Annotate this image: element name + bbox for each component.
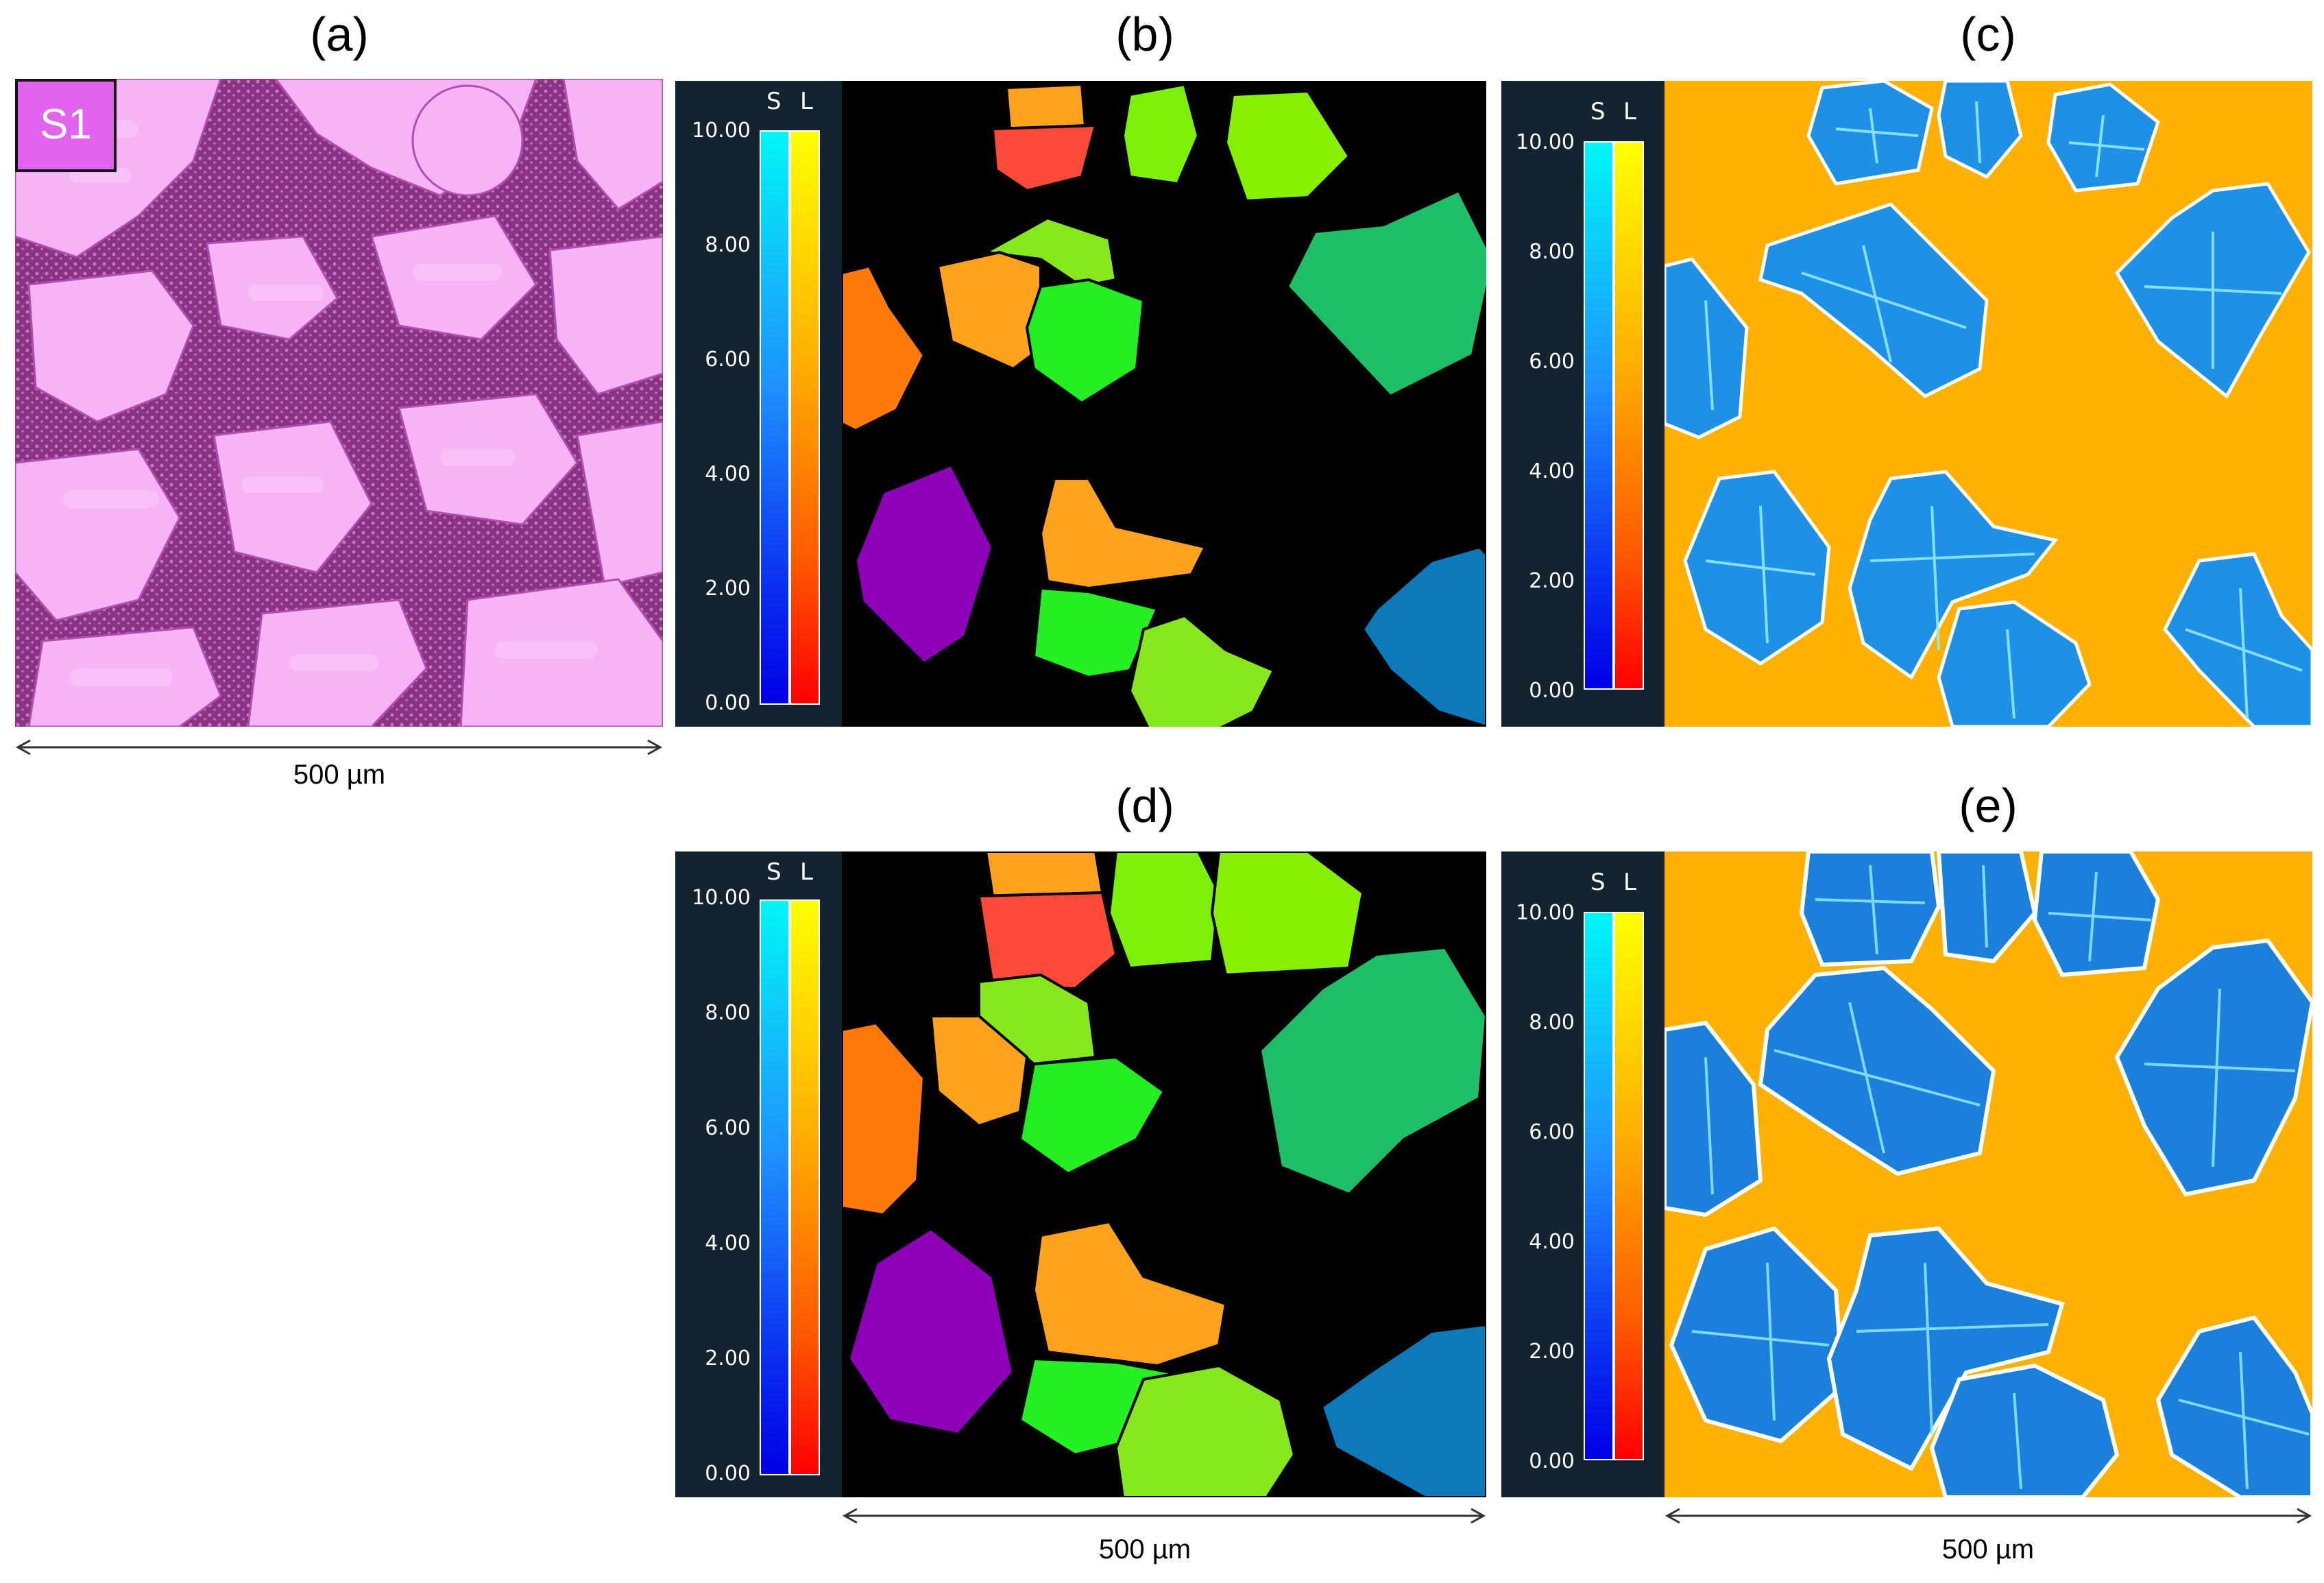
liquid-colorbar (1614, 141, 1644, 690)
scale-label-a: 500 µm (293, 760, 386, 790)
scale-bar-e (1665, 1506, 2312, 1526)
tick-label: 8.00 (1529, 240, 1575, 264)
tick-label: 10.00 (1516, 130, 1575, 154)
tick-label: 4.00 (1529, 459, 1575, 483)
colorbar-legend-b: S L 10.00 8.00 6.00 4.00 2.00 0.00 (675, 81, 842, 727)
liquid-colorbar (790, 130, 820, 705)
sample-badge: S1 (15, 79, 117, 172)
solid-colorbar (1584, 141, 1614, 690)
phase-field-map-e (1665, 851, 2312, 1497)
tick-label: 0.00 (705, 691, 751, 715)
tick-label: 10.00 (692, 119, 751, 143)
tick-label: 6.00 (705, 1116, 751, 1140)
grain-map-d (842, 851, 1486, 1497)
legend-l-label: L (800, 858, 813, 886)
phase-field-map-c (1665, 81, 2312, 727)
colorbar-legend-d: S L 10.00 8.00 6.00 4.00 2.00 0.00 (675, 851, 842, 1497)
tick-label: 8.00 (705, 1001, 751, 1025)
panel-a-label: (a) (310, 8, 369, 61)
legend-s-label: S (1590, 869, 1606, 896)
tick-label: 10.00 (692, 886, 751, 910)
liquid-colorbar (1614, 912, 1644, 1460)
legend-l-label: L (1623, 98, 1636, 125)
liquid-colorbar (790, 899, 820, 1475)
micrograph-panel-a (15, 79, 663, 727)
scale-label-e: 500 µm (1941, 1534, 2035, 1564)
tick-label: 0.00 (1529, 1449, 1575, 1473)
solid-colorbar (760, 899, 790, 1475)
tick-label: 4.00 (705, 462, 751, 486)
solid-colorbar (1584, 912, 1614, 1460)
legend-s-label: S (766, 88, 782, 115)
tick-label: 6.00 (1529, 350, 1575, 374)
grain-map-b (842, 81, 1486, 727)
tick-label: 8.00 (1529, 1011, 1575, 1035)
solid-colorbar (760, 130, 790, 705)
tick-label: 4.00 (705, 1231, 751, 1255)
colorbar-legend-c: S L 10.00 8.00 6.00 4.00 2.00 0.00 (1501, 81, 1665, 727)
scale-bar-d (842, 1506, 1486, 1526)
tick-label: 2.00 (705, 577, 751, 601)
legend-l-label: L (800, 88, 813, 115)
dendrite-micrograph (15, 79, 663, 727)
tick-label: 10.00 (1516, 901, 1575, 925)
legend-l-label: L (1623, 869, 1636, 896)
tick-label: 8.00 (705, 233, 751, 257)
tick-label: 0.00 (1529, 679, 1575, 703)
scale-bar-a (15, 737, 663, 758)
legend-s-label: S (766, 858, 782, 886)
legend-s-label: S (1590, 98, 1606, 125)
tick-label: 0.00 (705, 1462, 751, 1486)
panel-e-label: (e) (1959, 779, 2018, 832)
panel-d-label: (d) (1115, 779, 1174, 832)
tick-label: 6.00 (705, 348, 751, 372)
tick-label: 2.00 (705, 1346, 751, 1370)
tick-label: 6.00 (1529, 1120, 1575, 1144)
tick-label: 2.00 (1529, 569, 1575, 593)
scale-label-d: 500 µm (1098, 1534, 1191, 1564)
tick-label: 2.00 (1529, 1340, 1575, 1364)
panel-b-label: (b) (1115, 8, 1174, 61)
colorbar-legend-e: S L 10.00 8.00 6.00 4.00 2.00 0.00 (1501, 851, 1665, 1497)
tick-label: 4.00 (1529, 1230, 1575, 1254)
panel-c-label: (c) (1960, 8, 2016, 61)
